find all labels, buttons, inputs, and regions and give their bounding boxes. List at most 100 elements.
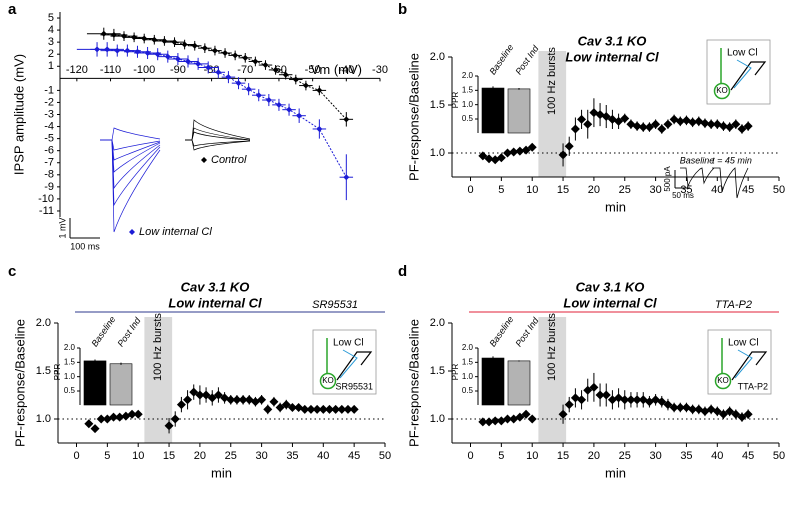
burst-label: 100 Hz bursts bbox=[546, 313, 558, 381]
chart-subtitle: Low internal Cl bbox=[168, 295, 262, 310]
marker bbox=[626, 395, 636, 405]
y-tick-label: -7 bbox=[44, 157, 54, 169]
marker bbox=[583, 385, 593, 395]
x-tick-label: 10 bbox=[526, 184, 538, 196]
marker bbox=[110, 31, 117, 38]
marker bbox=[225, 74, 232, 81]
marker bbox=[238, 395, 248, 405]
marker bbox=[484, 154, 494, 164]
marker bbox=[657, 124, 667, 134]
y-tick-label: -9 bbox=[44, 181, 54, 193]
schematic-pipette bbox=[336, 351, 373, 381]
inset-tick-label: 0.5 bbox=[462, 114, 474, 123]
inset-tick-label: 1.0 bbox=[64, 372, 76, 381]
marker bbox=[614, 116, 624, 126]
inset-y-title: PPR bbox=[53, 364, 62, 381]
marker bbox=[306, 404, 316, 414]
marker bbox=[503, 148, 513, 158]
y-tick-label: -8 bbox=[44, 169, 54, 181]
marker bbox=[232, 395, 242, 405]
chart-subtitle: Low internal Cl bbox=[565, 49, 659, 64]
scale-label: 500 pA bbox=[663, 166, 672, 192]
marker bbox=[164, 421, 174, 431]
inset-category: Post Ind bbox=[513, 315, 541, 349]
marker bbox=[688, 117, 698, 127]
marker bbox=[601, 390, 611, 400]
marker bbox=[176, 400, 186, 410]
marker bbox=[189, 387, 199, 397]
x-tick-label: 35 bbox=[680, 184, 692, 196]
marker bbox=[316, 87, 323, 94]
panel-letter: b bbox=[398, 1, 407, 18]
marker bbox=[521, 145, 531, 155]
marker bbox=[235, 80, 242, 87]
schematic-pipette-fill bbox=[734, 349, 753, 379]
inset-category: Post Ind bbox=[513, 43, 541, 77]
marker bbox=[265, 97, 272, 104]
x-tick-label: 30 bbox=[649, 184, 661, 196]
marker bbox=[527, 142, 537, 152]
marker bbox=[515, 412, 525, 422]
trace-blue bbox=[100, 127, 161, 233]
inset-category: Baseline bbox=[487, 42, 515, 76]
x-tick-label: -90 bbox=[170, 64, 186, 76]
legend-label: Low internal Cl bbox=[139, 226, 212, 238]
marker bbox=[195, 390, 205, 400]
marker bbox=[100, 30, 107, 37]
marker bbox=[201, 45, 208, 52]
schematic-cell-label: KO bbox=[717, 376, 729, 385]
marker bbox=[663, 119, 673, 129]
x-tick-label: 5 bbox=[498, 450, 504, 462]
schematic-pipette bbox=[731, 351, 768, 381]
marker bbox=[737, 124, 747, 134]
marker bbox=[595, 390, 605, 400]
marker bbox=[632, 395, 642, 405]
inset-tick-label: 1.0 bbox=[462, 372, 474, 381]
x-tick-label: 50 bbox=[773, 450, 785, 462]
schematic-cell-label: KO bbox=[716, 86, 728, 95]
x-tick-label: 15 bbox=[557, 450, 569, 462]
x-tick-label: -110 bbox=[100, 64, 121, 76]
inset-tick-label: 1.0 bbox=[462, 100, 474, 109]
marker bbox=[275, 101, 282, 108]
x-tick-label: 35 bbox=[286, 450, 298, 462]
inset-y-title: PPR bbox=[451, 364, 460, 381]
marker bbox=[349, 404, 359, 414]
panel-letter: c bbox=[8, 263, 16, 280]
marker bbox=[257, 395, 267, 405]
marker bbox=[651, 119, 661, 129]
chart-title: Cav 3.1 KO bbox=[576, 279, 645, 294]
marker bbox=[675, 116, 685, 126]
marker bbox=[104, 46, 111, 53]
marker bbox=[570, 124, 580, 134]
x-tick-label: 15 bbox=[557, 184, 569, 196]
y-axis-title: PF-response/Baseline bbox=[12, 319, 27, 447]
marker bbox=[337, 404, 347, 414]
x-tick-label: 20 bbox=[194, 450, 206, 462]
marker bbox=[731, 119, 741, 129]
marker bbox=[215, 69, 222, 76]
marker bbox=[296, 112, 303, 119]
marker bbox=[211, 47, 218, 54]
y-tick-label: -5 bbox=[44, 133, 54, 145]
inset-category: Baseline bbox=[487, 314, 515, 348]
marker bbox=[601, 112, 611, 122]
schematic-pipette-label: Low Cl bbox=[728, 338, 759, 349]
schematic-pipette bbox=[730, 61, 767, 91]
marker bbox=[151, 36, 158, 43]
x-tick-label: -100 bbox=[133, 64, 155, 76]
schematic-pipette-label: Low Cl bbox=[333, 338, 364, 349]
marker bbox=[657, 397, 667, 407]
schematic-cell-label: KO bbox=[322, 376, 334, 385]
marker bbox=[712, 406, 722, 416]
scale-bar-b bbox=[674, 170, 690, 189]
schematic-cell bbox=[714, 372, 732, 390]
y-tick-label: -6 bbox=[44, 145, 54, 157]
x-tick-label: -30 bbox=[372, 64, 388, 76]
marker bbox=[318, 404, 328, 414]
marker bbox=[115, 412, 125, 422]
marker bbox=[718, 409, 728, 419]
y-tick-label: 1.0 bbox=[430, 413, 445, 425]
x-tick-label: 45 bbox=[348, 450, 360, 462]
